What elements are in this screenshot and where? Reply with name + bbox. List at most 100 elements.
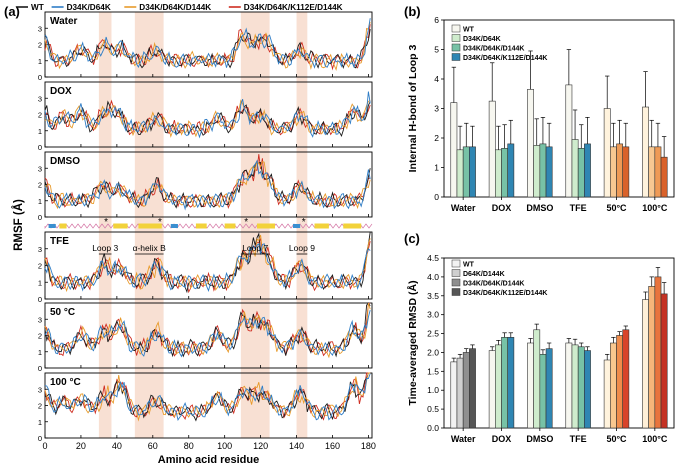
bar-d34k-d64k-k112e-d144k <box>469 348 476 429</box>
legend-item-wt: WT <box>16 3 44 12</box>
x-tick-label: DMSO <box>526 434 553 444</box>
x-tick-label: TFE <box>570 434 587 444</box>
panel-a: (a) WT D34K/D64K D34K/D64K/D144K D34K/D64K/K… <box>4 3 376 466</box>
bar-wt <box>603 359 611 429</box>
y-tick-label: 1.0 <box>427 385 439 395</box>
y-tick-label: 1 <box>38 127 42 136</box>
mutation-marker: * <box>104 217 108 228</box>
legend-swatch <box>451 278 461 287</box>
x-tick-label: TFE <box>570 203 587 213</box>
category-group-dox: DOX <box>488 332 515 444</box>
y-tick-label: 3.5 <box>427 291 439 301</box>
series-line-wt <box>44 100 371 138</box>
y-tick-label: 0.5 <box>427 404 439 414</box>
series-line-d34k-d64k <box>44 309 371 358</box>
panel-label: (c) <box>404 231 420 246</box>
bar-wt <box>603 108 611 198</box>
category-group-100-c: 100°C <box>642 267 668 444</box>
y-tick-label: 3 <box>38 315 42 324</box>
y-tick-label: 2 <box>38 41 42 50</box>
y-tick-label: 3 <box>38 245 42 254</box>
category-group-dmso: DMSO <box>526 323 553 444</box>
y-tick-label: 3.0 <box>427 310 439 320</box>
legend-item-wt: WT <box>451 24 475 34</box>
x-tick-label: 100°C <box>642 203 668 213</box>
y-tick-label: 3 <box>38 24 42 33</box>
x-tick-label: DOX <box>492 203 512 213</box>
bar-wt <box>450 102 458 198</box>
y-tick-label: 1 <box>38 278 42 287</box>
legend-item-d34k-d64k-d144k: D34K/D64K/D144K <box>451 278 524 288</box>
subplot-water: Water 0 1 2 3 <box>38 11 373 82</box>
x-tick-label: Water <box>451 203 476 213</box>
y-tick-label: 4 <box>434 74 439 84</box>
y-axis-title: Time-averaged RMSD (Å) <box>406 280 419 405</box>
series-line-d34k-d64k <box>44 243 371 292</box>
series-line-d34k-d64k-d144k <box>44 302 371 359</box>
x-axis-title: Amino acid residue <box>158 454 259 466</box>
helix-segment <box>138 223 162 229</box>
bar-d34k-d64k <box>456 149 464 198</box>
helix-segment <box>113 223 128 229</box>
bar-d34k-d64k-d144k <box>539 354 547 429</box>
bar-wt <box>527 89 534 198</box>
x-tick-label: 160 <box>325 441 340 451</box>
x-tick-label: 40 <box>112 441 122 451</box>
legend-item-d64k-d144k: D64K/D144K <box>451 269 505 278</box>
legend-item-d34k-d64k: D34K/D64K <box>51 3 111 12</box>
legend-item-d34k-d64k-k112e-d144k: D34K/D64K/K112E/D144K <box>451 53 547 62</box>
bar-d64k-d144k <box>648 286 656 429</box>
legend-item-d34k-d64k-k112e-d144k: D34K/D64K/K112E/D144K <box>228 3 343 12</box>
subplot-label: TFE <box>50 236 69 247</box>
category-group-water: Water <box>450 66 476 213</box>
x-tick-label: Water <box>451 434 476 444</box>
series-line-wt <box>44 231 371 294</box>
series-line-d34k-d64k <box>44 159 371 211</box>
mutation-marker: * <box>302 217 306 228</box>
region-label-text: Loop 9 <box>289 243 315 253</box>
series-line-d34k-d64k-d144k <box>44 372 371 422</box>
category-group-50-c: 50°C <box>603 75 630 213</box>
legend-label: D64K/D144K <box>463 271 505 278</box>
region-label-helix-b: α-helix B <box>133 243 166 255</box>
subplot-frame <box>44 81 373 148</box>
x-tick-label: 100 <box>217 441 232 451</box>
legend-label: WT <box>463 262 475 269</box>
region-label-loop-7: Loop 7 <box>240 243 270 255</box>
subplot-label: Water <box>50 16 78 27</box>
y-tick-label: 0 <box>38 73 42 82</box>
strand-segment <box>292 224 301 228</box>
legend-item-d34k-d64k: D34K/D64K <box>451 34 501 43</box>
mutation-marker: * <box>158 217 162 228</box>
bar-d64k-d144k <box>571 344 579 429</box>
bar-d64k-d144k <box>494 344 502 429</box>
category-group-dox: DOX <box>488 62 515 213</box>
strand-segment <box>170 224 178 228</box>
y-tick-label: 5 <box>434 45 439 55</box>
bar-d34k-d64k-d144k <box>539 143 547 198</box>
bar-d34k-d64k-k112e-d144k <box>507 143 515 198</box>
y-tick-label: 0 <box>38 143 42 152</box>
category-group-dmso: DMSO <box>526 50 553 213</box>
highlight-region <box>296 12 308 438</box>
x-tick-label: 20 <box>76 441 86 451</box>
panel-label: (a) <box>4 4 20 19</box>
subplot-tfe: TFE 0 1 2 3 <box>38 231 373 304</box>
x-tick-label: DMSO <box>526 203 553 213</box>
x-tick-label: 50°C <box>606 203 627 213</box>
bar-d34k-d64k-d144k <box>462 146 470 198</box>
series-line-d34k-d64k-k112e-d144k <box>44 372 371 421</box>
legend-label: WT <box>463 27 475 34</box>
y-tick-label: 4.5 <box>427 253 439 263</box>
y-tick-label: 4.0 <box>427 272 439 282</box>
legend-item-d34k-d64k-k112e-d144k: D34K/D64K/K112E/D144K <box>451 288 547 297</box>
subplot-100-c: 100 °C 0 1 2 3 <box>38 372 373 443</box>
bar-d34k-d64k <box>533 145 541 198</box>
bar-d34k-d64k-k112e-d144k <box>622 146 630 198</box>
legend-item-d34k-d64k-d144k: D34K/D64K/D144K <box>124 3 211 12</box>
y-tick-label: 2 <box>38 262 42 271</box>
y-axis-title: Internal H-bond of Loop 3 <box>407 44 419 172</box>
category-group-tfe: TFE <box>565 338 591 444</box>
legend-swatch <box>451 288 461 296</box>
